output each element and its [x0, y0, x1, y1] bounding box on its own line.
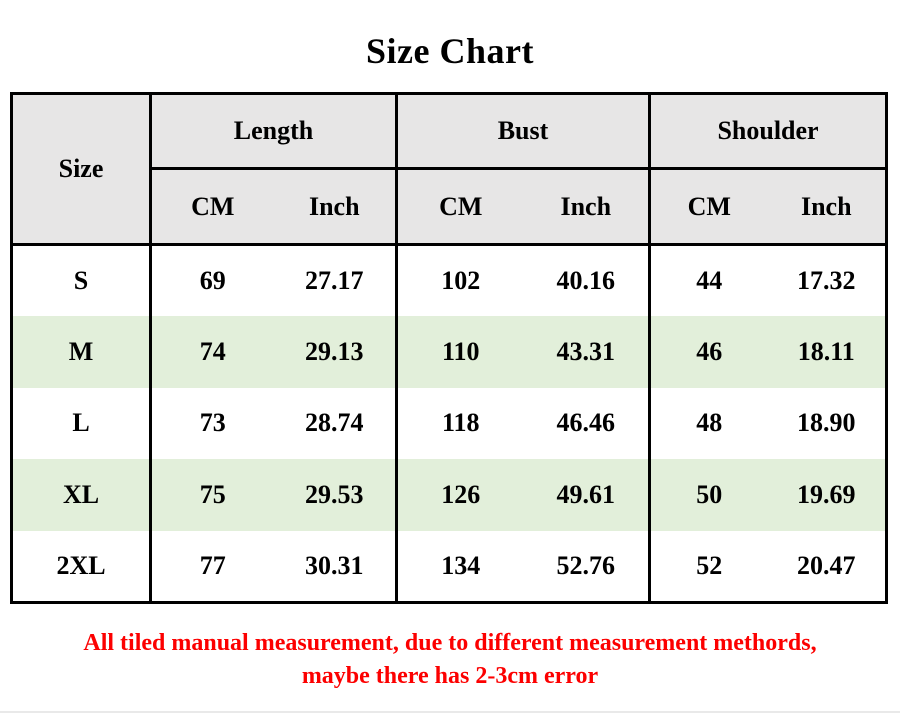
shoulder-cm-cell: 50	[648, 459, 768, 531]
length-cm-cell: 73	[149, 387, 274, 459]
table-body: S 69 27.17 102 40.16 44 17.32 M 74 29.13…	[11, 244, 887, 602]
shoulder-inch-cell: 19.69	[767, 459, 887, 531]
unit-header-bust-cm: CM	[395, 168, 524, 246]
unit-header-bust-inch: Inch	[523, 168, 650, 246]
table-row-l: L 73 28.74 118 46.46 48 18.90	[12, 387, 887, 459]
bust-cm-cell: 110	[395, 316, 524, 388]
shoulder-inch-cell: 20.47	[797, 550, 856, 580]
size-cell: S	[73, 266, 89, 295]
bust-cm-cell: 102	[395, 244, 524, 316]
length-inch-cell: 27.17	[305, 266, 364, 295]
shoulder-inch-cell: 18.90	[797, 408, 856, 438]
group-header-shoulder: Shoulder	[648, 93, 887, 170]
length-cm-cell: 77	[149, 530, 274, 602]
shoulder-cm-cell: 48	[648, 387, 768, 459]
length-inch-cell: 30.31	[305, 550, 364, 580]
bust-inch-cell: 46.46	[556, 408, 616, 438]
size-cell: L	[72, 408, 90, 438]
bust-cm-cell: 134	[395, 530, 524, 602]
table-row-xl: XL 75 29.53 126 49.61 50 19.69	[11, 459, 887, 531]
group-header-bust: Bust	[394, 93, 650, 170]
measurement-disclaimer: All tiled manual measurement, due to dif…	[0, 627, 900, 693]
measurement-disclaimer-line2: maybe there has 2-3cm error	[301, 662, 599, 689]
length-cm-cell: 75	[149, 459, 274, 531]
table-row-2xl: 2XL 77 30.31 134 52.76 52 20.47	[12, 530, 887, 602]
length-inch-cell: 28.74	[305, 408, 364, 438]
bust-inch-cell: 49.61	[523, 459, 650, 531]
unit-header-row: CM Inch CM Inch CM Inch	[12, 168, 887, 246]
measurement-disclaimer-line1: All tiled manual measurement, due to dif…	[83, 629, 817, 656]
length-inch-cell: 29.53	[273, 459, 397, 531]
bust-cm-cell: 118	[395, 387, 524, 459]
unit-header-shoulder-cm: CM	[648, 168, 768, 246]
group-header-length: Length	[149, 93, 397, 170]
page-title: Size Chart	[366, 31, 534, 71]
group-header-row: Size Length Bust Shoulder	[11, 93, 887, 246]
shoulder-inch-cell: 17.32	[797, 266, 856, 295]
shoulder-cm-cell: 46	[648, 316, 768, 388]
size-chart-table: Size Length Bust Shoulder CM Inch CM Inc…	[10, 92, 889, 604]
shoulder-cm-cell: 44	[648, 244, 768, 316]
shoulder-cm-cell: 52	[648, 530, 768, 602]
bottom-divider	[0, 711, 900, 713]
bust-inch-cell: 52.76	[556, 550, 616, 580]
table-row-m: M 74 29.13 110 43.31 46 18.11	[11, 316, 887, 388]
shoulder-inch-cell: 18.11	[767, 316, 887, 388]
bust-cm-cell: 126	[395, 459, 524, 531]
size-cell: XL	[11, 459, 151, 531]
bust-inch-cell: 43.31	[523, 316, 650, 388]
table-row-s: S 69 27.17 102 40.16 44 17.32	[12, 244, 887, 316]
size-cell: 2XL	[56, 550, 106, 580]
unit-header-length-cm: CM	[149, 168, 274, 246]
length-cm-cell: 74	[149, 316, 274, 388]
size-cell: M	[11, 316, 151, 388]
unit-header-shoulder-inch: Inch	[767, 168, 887, 246]
unit-header-length-inch: Inch	[273, 168, 397, 246]
size-column-header: Size	[11, 93, 151, 246]
length-cm-cell: 69	[149, 244, 274, 316]
bust-inch-cell: 40.16	[556, 266, 616, 295]
table-header: Size Length Bust Shoulder CM Inch CM Inc…	[11, 93, 887, 246]
length-inch-cell: 29.13	[273, 316, 397, 388]
